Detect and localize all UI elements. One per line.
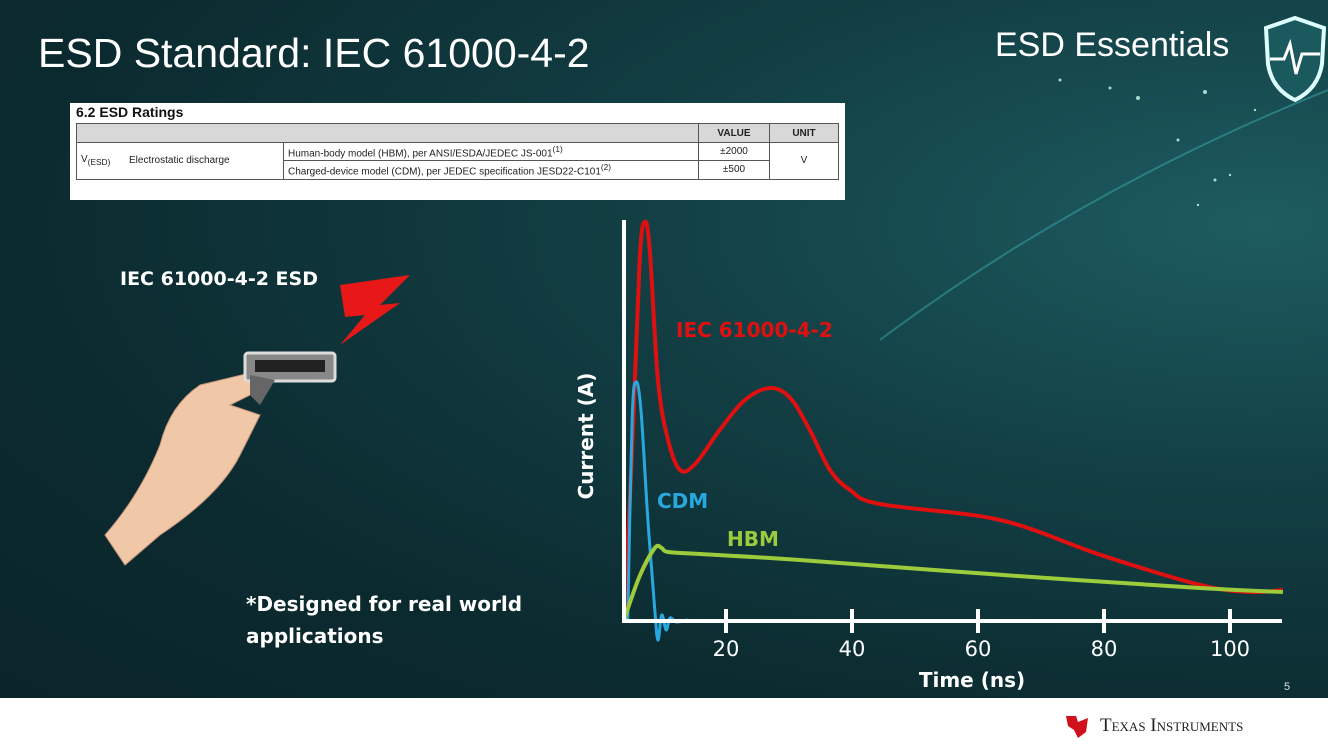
x-tick-label: 100 <box>1210 637 1250 661</box>
ti-logo-icon <box>1066 716 1088 738</box>
series-label-iec: IEC 61000-4-2 <box>676 318 833 342</box>
x-tick-label: 40 <box>839 637 866 661</box>
x-axis-label: Time (ns) <box>919 668 1025 692</box>
shield-logo-icon <box>1263 15 1327 103</box>
value-cdm: ±500 <box>698 160 770 180</box>
table-caption: 6.2 ESD Ratings <box>76 104 184 120</box>
page-number: 5 <box>1284 681 1291 693</box>
series-label-hbm: HBM <box>727 527 779 551</box>
x-tick-label: 80 <box>1091 637 1118 661</box>
parameter-cell: Electrostatic discharge <box>125 142 284 180</box>
slide-title: ESD Standard: IEC 61000-4-2 <box>38 30 590 76</box>
blank-header <box>76 123 699 143</box>
series-line-iec-61000-4-2 <box>621 219 1284 621</box>
ti-logo-text: Texas Instruments <box>1100 715 1244 736</box>
x-tick-label: 60 <box>965 637 992 661</box>
left-heading: IEC 61000-4-2 ESD <box>120 268 318 290</box>
lightning-icon <box>340 275 410 345</box>
header-unit: UNIT <box>769 123 839 143</box>
ti-logo: Texas Instruments <box>1062 712 1243 740</box>
hand-hdmi-illustration-icon <box>104 275 410 566</box>
brand-name: ESD Essentials <box>995 26 1230 64</box>
note-line-2: applications <box>246 624 384 648</box>
unit-cell: V <box>769 142 839 180</box>
symbol-cell: V(ESD) <box>76 142 125 180</box>
esd-waveform-chart: 20 40 60 80 100 Current (A) Time (ns) IEC 61… <box>574 219 1284 692</box>
series-line-hbm <box>622 543 1284 621</box>
background-streak <box>879 78 1328 341</box>
note-line-1: *Designed for real world <box>246 592 523 616</box>
x-tick-label: 20 <box>713 637 740 661</box>
series-label-cdm: CDM <box>657 489 708 513</box>
series-line-cdm <box>626 380 689 642</box>
condition-cdm: Charged-device model (CDM), per JEDEC sp… <box>283 160 699 180</box>
header-value: VALUE <box>698 123 770 143</box>
esd-ratings-table: 6.2 ESD Ratings VALUE UNIT V(ESD) Electr… <box>70 103 845 200</box>
footer-bar <box>0 698 1328 746</box>
y-axis-label: Current (A) <box>574 373 598 500</box>
